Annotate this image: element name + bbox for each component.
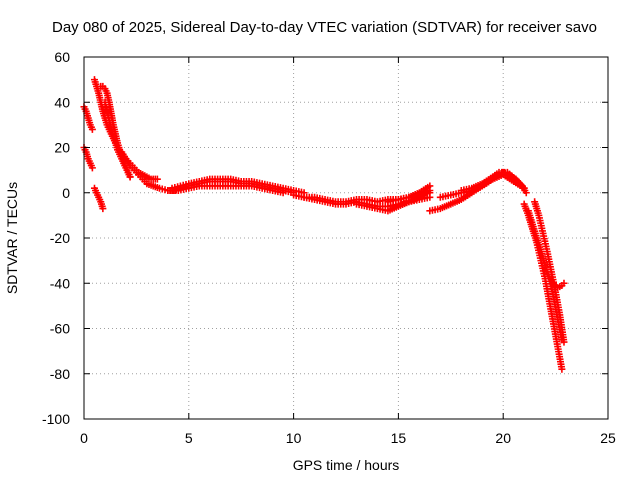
data-point <box>520 184 528 192</box>
series-arc-1 <box>80 103 96 133</box>
series-arc-12 <box>352 193 434 215</box>
data-point <box>560 279 568 287</box>
data-point <box>88 125 96 133</box>
series-arc-20 <box>545 275 568 292</box>
grid-lines <box>84 57 608 419</box>
y-tick-label: -60 <box>50 321 70 337</box>
series-arc-19 <box>531 198 568 346</box>
data-point <box>560 338 568 346</box>
data-point <box>426 193 434 201</box>
data-point <box>522 189 530 197</box>
data-point <box>99 205 107 213</box>
y-tick-label: 40 <box>54 94 70 110</box>
series-arc-13 <box>384 182 434 206</box>
y-tick-label: 0 <box>62 185 70 201</box>
chart-title: Day 080 of 2025, Sidereal Day-to-day VTE… <box>52 19 597 36</box>
series-arc-16 <box>457 168 528 194</box>
y-tick-label: -40 <box>50 275 70 291</box>
y-axis-label: SDTVAR / TECUs <box>4 182 20 294</box>
x-tick-label: 10 <box>286 430 302 446</box>
series-arc-2 <box>80 144 96 172</box>
axis-ticks: 0 5 10 15 20 25 -100 -80 -60 -40 -20 0 20 40 60 <box>42 49 616 446</box>
x-tick-label: 0 <box>80 430 88 446</box>
data-point <box>558 365 566 373</box>
y-tick-label: -100 <box>42 411 70 427</box>
data-point <box>153 175 161 183</box>
data-point <box>88 164 96 172</box>
y-tick-label: -80 <box>50 366 70 382</box>
x-tick-label: 15 <box>391 430 407 446</box>
plot-frame <box>83 56 609 420</box>
data-point <box>126 173 134 181</box>
y-tick-label: 20 <box>54 140 70 156</box>
x-tick-label: 20 <box>495 430 511 446</box>
y-tick-label: -20 <box>50 230 70 246</box>
series-arc-3 <box>90 184 107 213</box>
data-point <box>279 189 287 197</box>
data-point <box>426 182 434 190</box>
data-points <box>80 76 568 373</box>
y-tick-label: 60 <box>54 49 70 65</box>
series-arc-6 <box>101 98 134 181</box>
x-axis-label: GPS time / hours <box>293 457 400 473</box>
series-arc-9 <box>164 182 287 197</box>
x-tick-label: 25 <box>600 430 616 446</box>
x-tick-label: 5 <box>185 430 193 446</box>
